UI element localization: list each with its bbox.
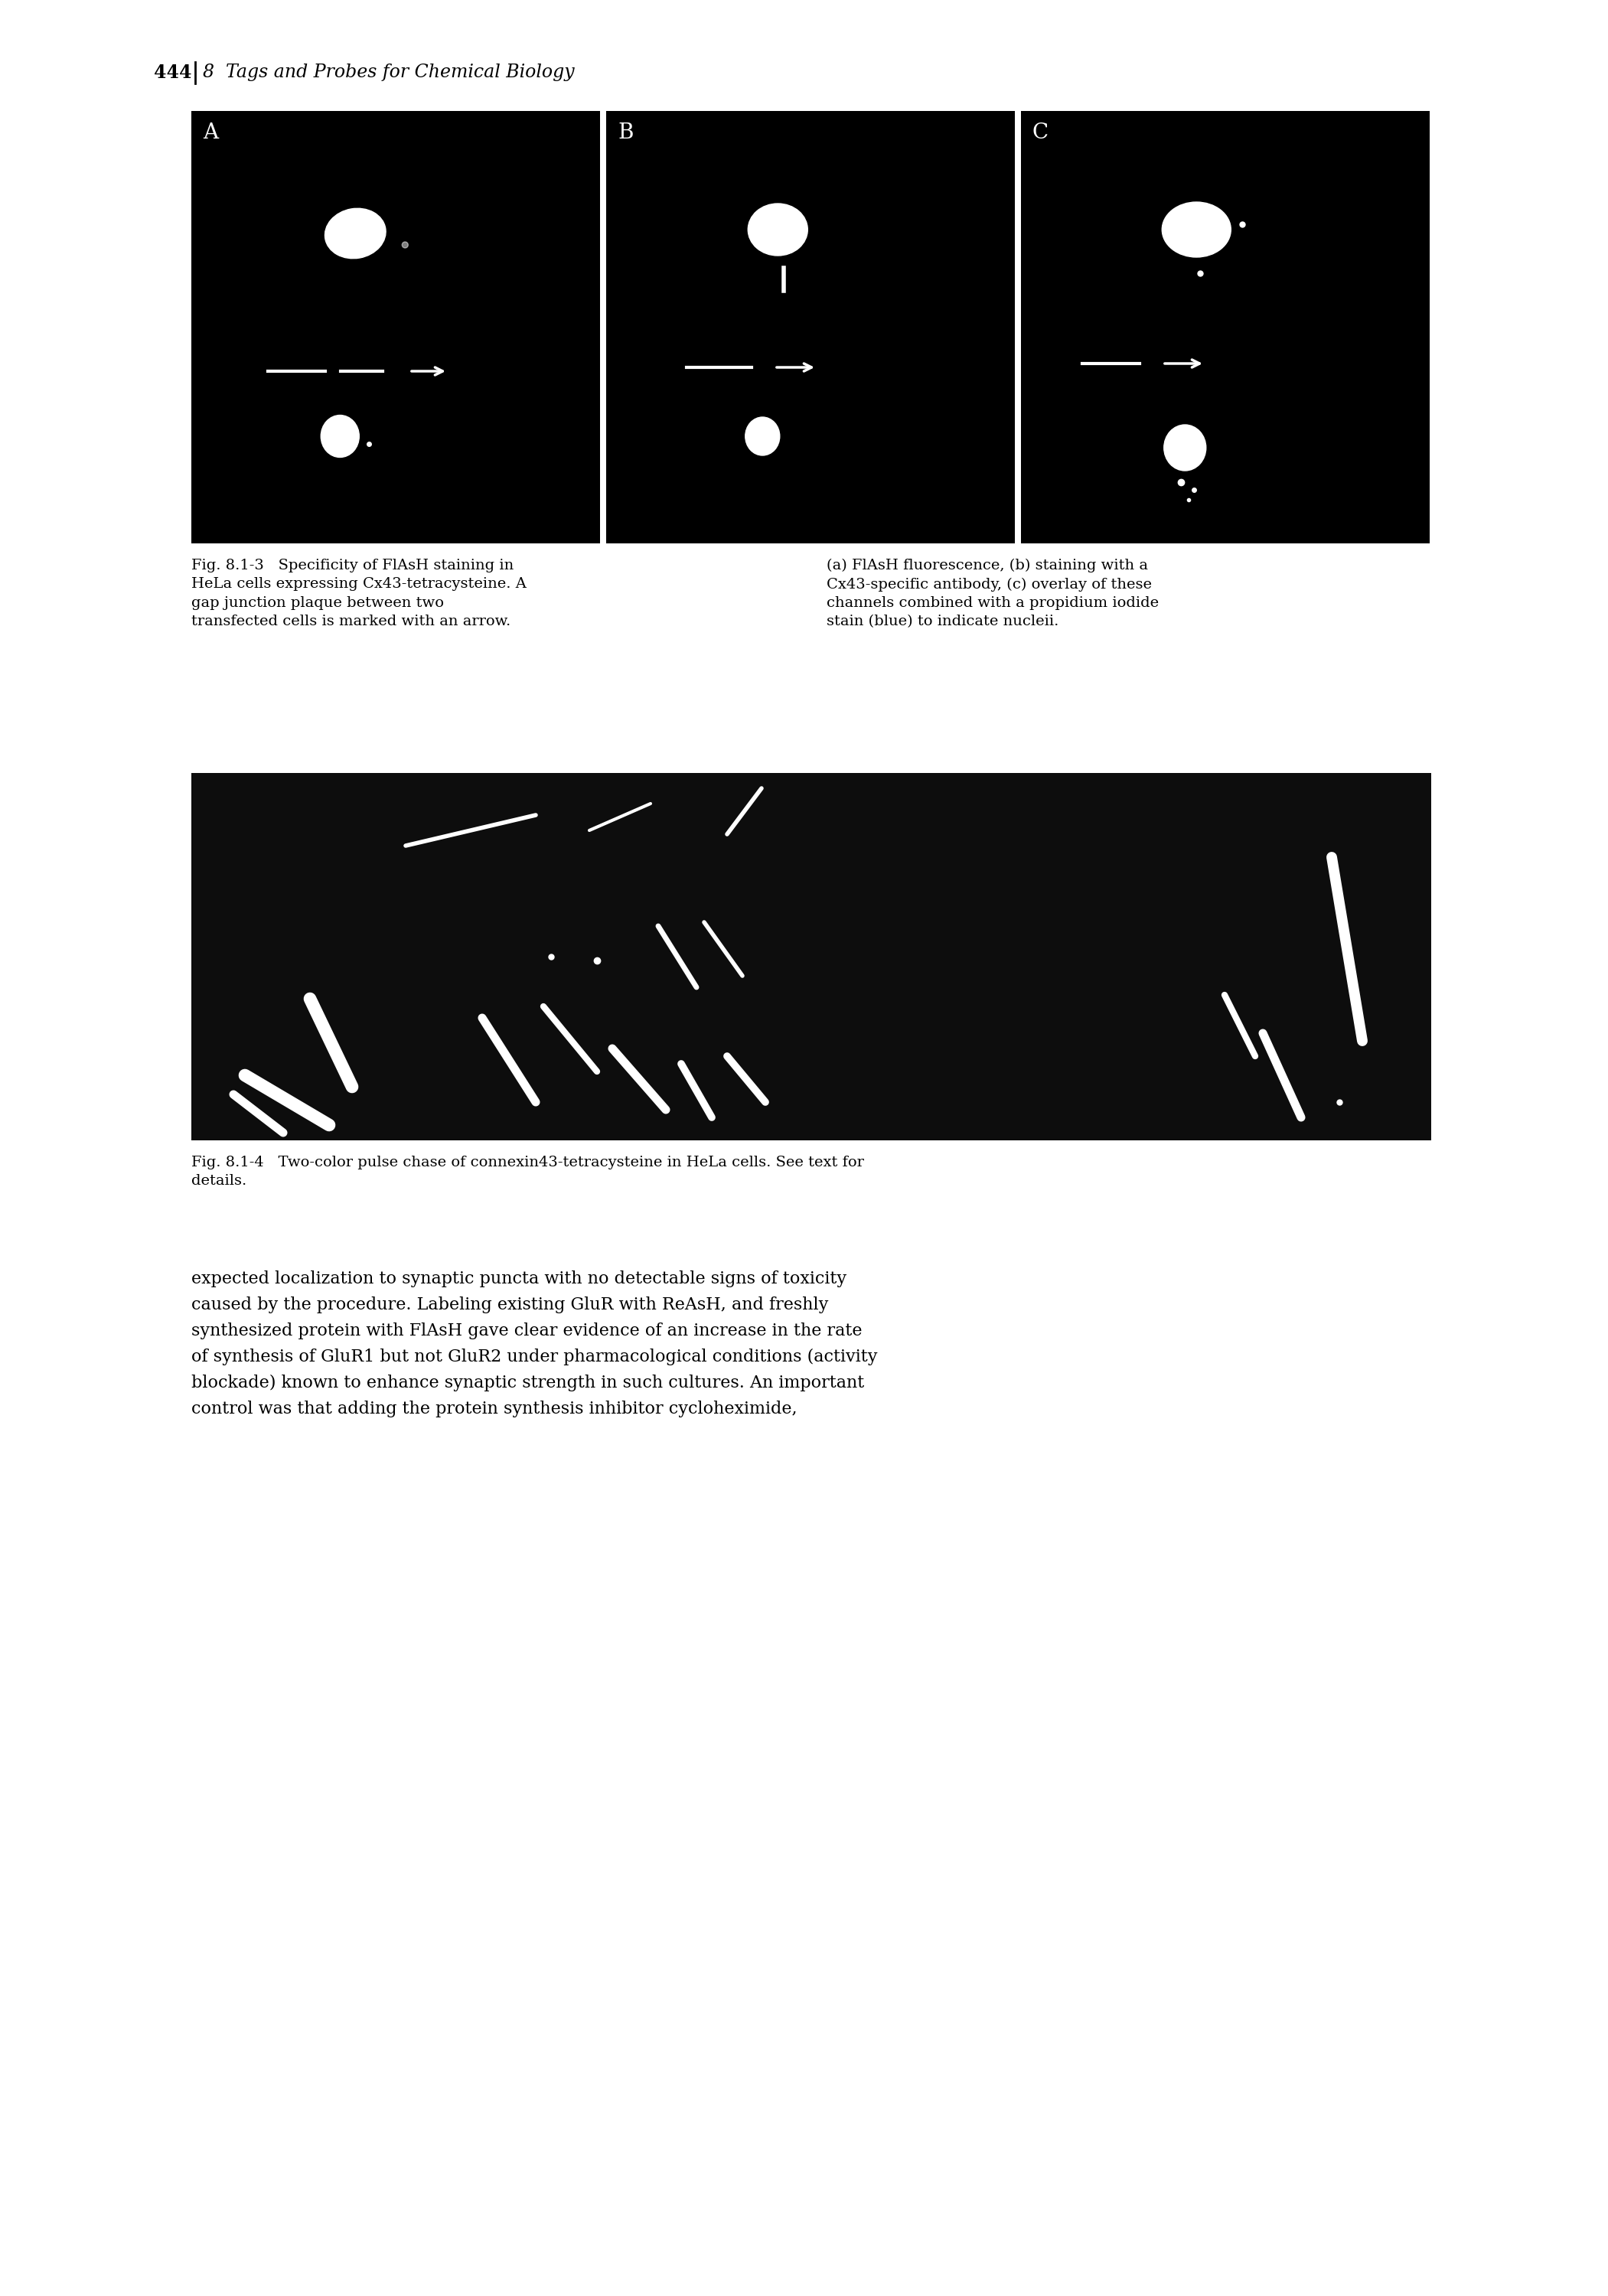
Bar bbox=[1021, 110, 1430, 544]
Text: synthesized protein with FlAsH gave clear evidence of an increase in the rate: synthesized protein with FlAsH gave clea… bbox=[191, 1322, 862, 1339]
Text: blockade) known to enhance synaptic strength in such cultures. An important: blockade) known to enhance synaptic stre… bbox=[191, 1375, 863, 1391]
Text: A: A bbox=[203, 122, 219, 142]
Text: expected localization to synaptic puncta with no detectable signs of toxicity: expected localization to synaptic puncta… bbox=[191, 1270, 846, 1288]
Text: (a) FlAsH fluorescence, (b) staining with a
Cx43-specific antibody, (c) overlay : (a) FlAsH fluorescence, (b) staining wit… bbox=[827, 558, 1159, 629]
Bar bbox=[191, 774, 1431, 1141]
Text: 444: 444 bbox=[153, 64, 191, 83]
Text: C: C bbox=[1032, 122, 1048, 142]
Text: B: B bbox=[617, 122, 634, 142]
Ellipse shape bbox=[325, 209, 386, 259]
Ellipse shape bbox=[1163, 202, 1230, 257]
Text: caused by the procedure. Labeling existing GluR with ReAsH, and freshly: caused by the procedure. Labeling existi… bbox=[191, 1297, 828, 1313]
Text: Fig. 8.1-3   Specificity of FlAsH staining in
HeLa cells expressing Cx43-tetracy: Fig. 8.1-3 Specificity of FlAsH staining… bbox=[191, 558, 526, 629]
Text: 8  Tags and Probes for Chemical Biology: 8 Tags and Probes for Chemical Biology bbox=[203, 64, 574, 83]
Ellipse shape bbox=[322, 416, 359, 457]
Text: control was that adding the protein synthesis inhibitor cycloheximide,: control was that adding the protein synt… bbox=[191, 1401, 798, 1417]
Ellipse shape bbox=[748, 204, 807, 255]
Text: of synthesis of GluR1 but not GluR2 under pharmacological conditions (activity: of synthesis of GluR1 but not GluR2 unde… bbox=[191, 1348, 878, 1366]
Ellipse shape bbox=[1164, 425, 1206, 471]
Ellipse shape bbox=[402, 241, 408, 248]
Ellipse shape bbox=[745, 418, 780, 455]
Bar bbox=[606, 110, 1015, 544]
Bar bbox=[191, 110, 600, 544]
Text: Fig. 8.1-4   Two-color pulse chase of connexin43-tetracysteine in HeLa cells. Se: Fig. 8.1-4 Two-color pulse chase of conn… bbox=[191, 1155, 863, 1187]
